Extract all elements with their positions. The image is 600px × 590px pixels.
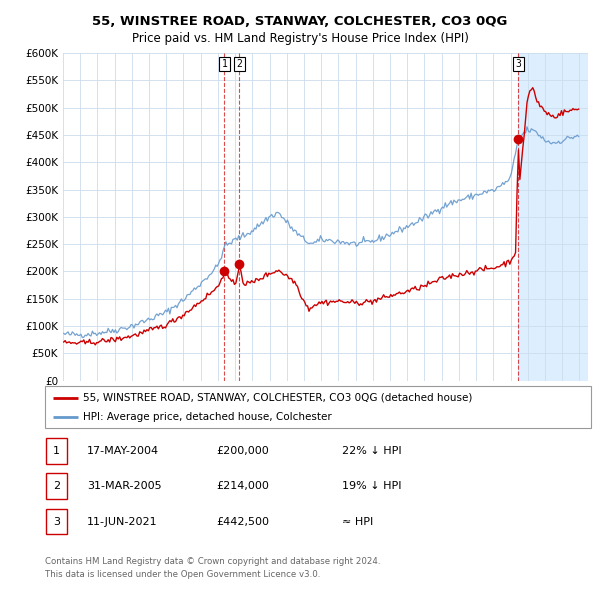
Text: £214,000: £214,000 (216, 481, 269, 491)
Text: £200,000: £200,000 (216, 446, 269, 455)
Text: This data is licensed under the Open Government Licence v3.0.: This data is licensed under the Open Gov… (45, 571, 320, 579)
Text: 3: 3 (53, 517, 60, 526)
Text: 55, WINSTREE ROAD, STANWAY, COLCHESTER, CO3 0QG (detached house): 55, WINSTREE ROAD, STANWAY, COLCHESTER, … (83, 392, 473, 402)
Text: HPI: Average price, detached house, Colchester: HPI: Average price, detached house, Colc… (83, 412, 332, 422)
Text: 22% ↓ HPI: 22% ↓ HPI (342, 446, 401, 455)
Text: 1: 1 (221, 59, 227, 69)
Text: Contains HM Land Registry data © Crown copyright and database right 2024.: Contains HM Land Registry data © Crown c… (45, 558, 380, 566)
Text: 3: 3 (515, 59, 521, 69)
Text: 11-JUN-2021: 11-JUN-2021 (87, 517, 158, 526)
Text: 1: 1 (53, 446, 60, 455)
Text: 31-MAR-2005: 31-MAR-2005 (87, 481, 161, 491)
Text: 17-MAY-2004: 17-MAY-2004 (87, 446, 159, 455)
Text: 2: 2 (236, 59, 242, 69)
Bar (518, 53, 588, 381)
Text: 2: 2 (53, 481, 60, 491)
Text: Price paid vs. HM Land Registry's House Price Index (HPI): Price paid vs. HM Land Registry's House … (131, 32, 469, 45)
Text: 19% ↓ HPI: 19% ↓ HPI (342, 481, 401, 491)
Text: £442,500: £442,500 (216, 517, 269, 526)
Text: ≈ HPI: ≈ HPI (342, 517, 373, 526)
Text: 55, WINSTREE ROAD, STANWAY, COLCHESTER, CO3 0QG: 55, WINSTREE ROAD, STANWAY, COLCHESTER, … (92, 15, 508, 28)
